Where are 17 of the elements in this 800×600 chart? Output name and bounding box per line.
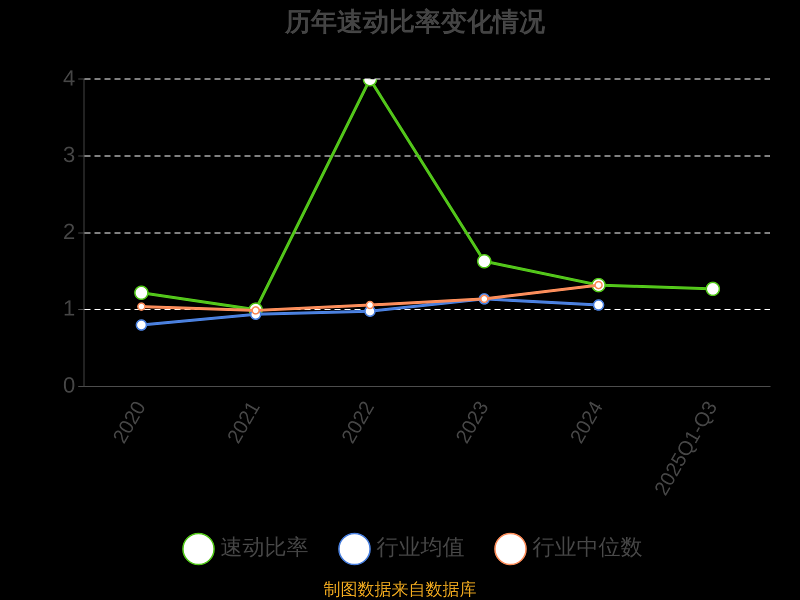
point bbox=[706, 282, 720, 296]
point bbox=[137, 302, 146, 311]
y-tick-label: 1 bbox=[62, 296, 76, 321]
y-tick-label: 4 bbox=[62, 65, 76, 90]
point bbox=[136, 319, 148, 331]
point bbox=[134, 286, 149, 300]
text: 制图数据来自数据库 bbox=[322, 579, 478, 600]
point bbox=[477, 254, 492, 269]
y-tick-label: 2 bbox=[62, 218, 76, 244]
chart-title: 历年速动比率变化情况 bbox=[284, 7, 546, 38]
point bbox=[366, 300, 374, 310]
y-tick-label: 0 bbox=[62, 372, 76, 398]
legend-label: 行业中位数 bbox=[532, 536, 642, 561]
legend-label: 行业均值 bbox=[376, 536, 464, 561]
y-tick-label: 3 bbox=[62, 142, 76, 168]
point bbox=[592, 299, 604, 311]
legend-label: 速动比率 bbox=[220, 536, 308, 561]
